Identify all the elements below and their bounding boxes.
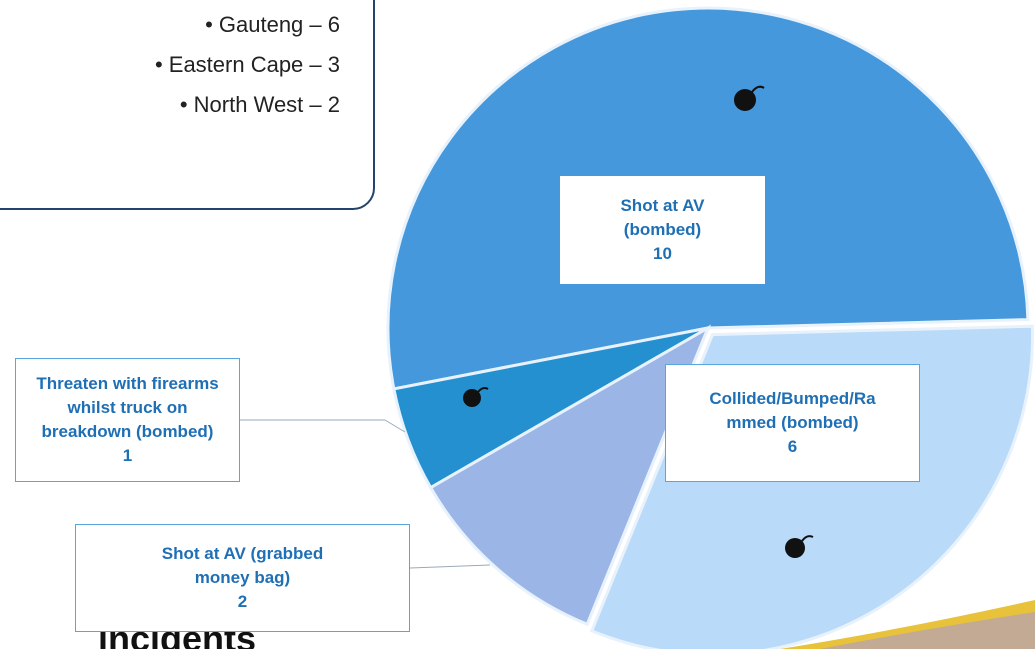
bomb-icon <box>785 535 814 558</box>
list-item: • Eastern Cape – 3 <box>154 52 340 77</box>
leader-line <box>384 419 406 433</box>
label-value: 6 <box>787 436 798 456</box>
data-label: Shot at AV (bombed) 10 <box>560 176 765 284</box>
data-label: Collided/Bumped/Ra mmed (bombed) 6 <box>665 364 920 482</box>
pie-slice <box>428 324 712 627</box>
decor-swoosh <box>820 612 1035 649</box>
leader-line <box>409 564 491 569</box>
data-label: Shot at AV (grabbed money bag) 2 <box>75 524 410 632</box>
bomb-icon <box>734 85 765 111</box>
label-value: 2 <box>237 591 248 611</box>
label-name: Shot at AV (grabbed money bag) <box>161 544 324 588</box>
bomb-icon <box>463 387 489 407</box>
list-item: • Gauteng – 6 <box>205 12 340 37</box>
data-label: Threaten with firearms whilst truck on b… <box>15 358 240 482</box>
info-panel <box>0 0 375 210</box>
pie <box>386 6 1034 649</box>
label-name: Collided/Bumped/Ra mmed (bombed) <box>709 389 876 433</box>
label-name: Threaten with firearms whilst truck on b… <box>36 374 219 441</box>
list-item: • North West – 2 <box>179 92 340 117</box>
label-value: 1 <box>122 445 133 465</box>
label-value: 10 <box>653 243 672 263</box>
label-name: Shot at AV (bombed) <box>620 196 705 240</box>
